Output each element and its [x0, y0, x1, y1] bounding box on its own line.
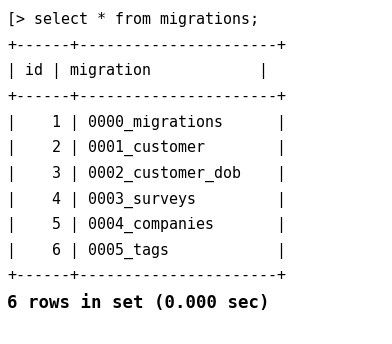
Text: +------+----------------------+: +------+----------------------+	[7, 89, 286, 104]
Text: 6 rows in set (0.000 sec): 6 rows in set (0.000 sec)	[7, 294, 270, 312]
Text: |    1 | 0000_migrations      |: | 1 | 0000_migrations |	[7, 115, 286, 131]
Text: |    3 | 0002_customer_dob    |: | 3 | 0002_customer_dob |	[7, 166, 286, 182]
Text: |    5 | 0004_companies       |: | 5 | 0004_companies |	[7, 217, 286, 233]
Text: +------+----------------------+: +------+----------------------+	[7, 38, 286, 53]
Text: |    4 | 0003_surveys         |: | 4 | 0003_surveys |	[7, 191, 286, 208]
Text: +------+----------------------+: +------+----------------------+	[7, 268, 286, 283]
Text: | id | migration            |: | id | migration |	[7, 63, 268, 79]
Text: |    6 | 0005_tags            |: | 6 | 0005_tags |	[7, 243, 286, 259]
Text: [> select * from migrations;: [> select * from migrations;	[7, 12, 259, 27]
Text: |    2 | 0001_customer        |: | 2 | 0001_customer |	[7, 140, 286, 157]
